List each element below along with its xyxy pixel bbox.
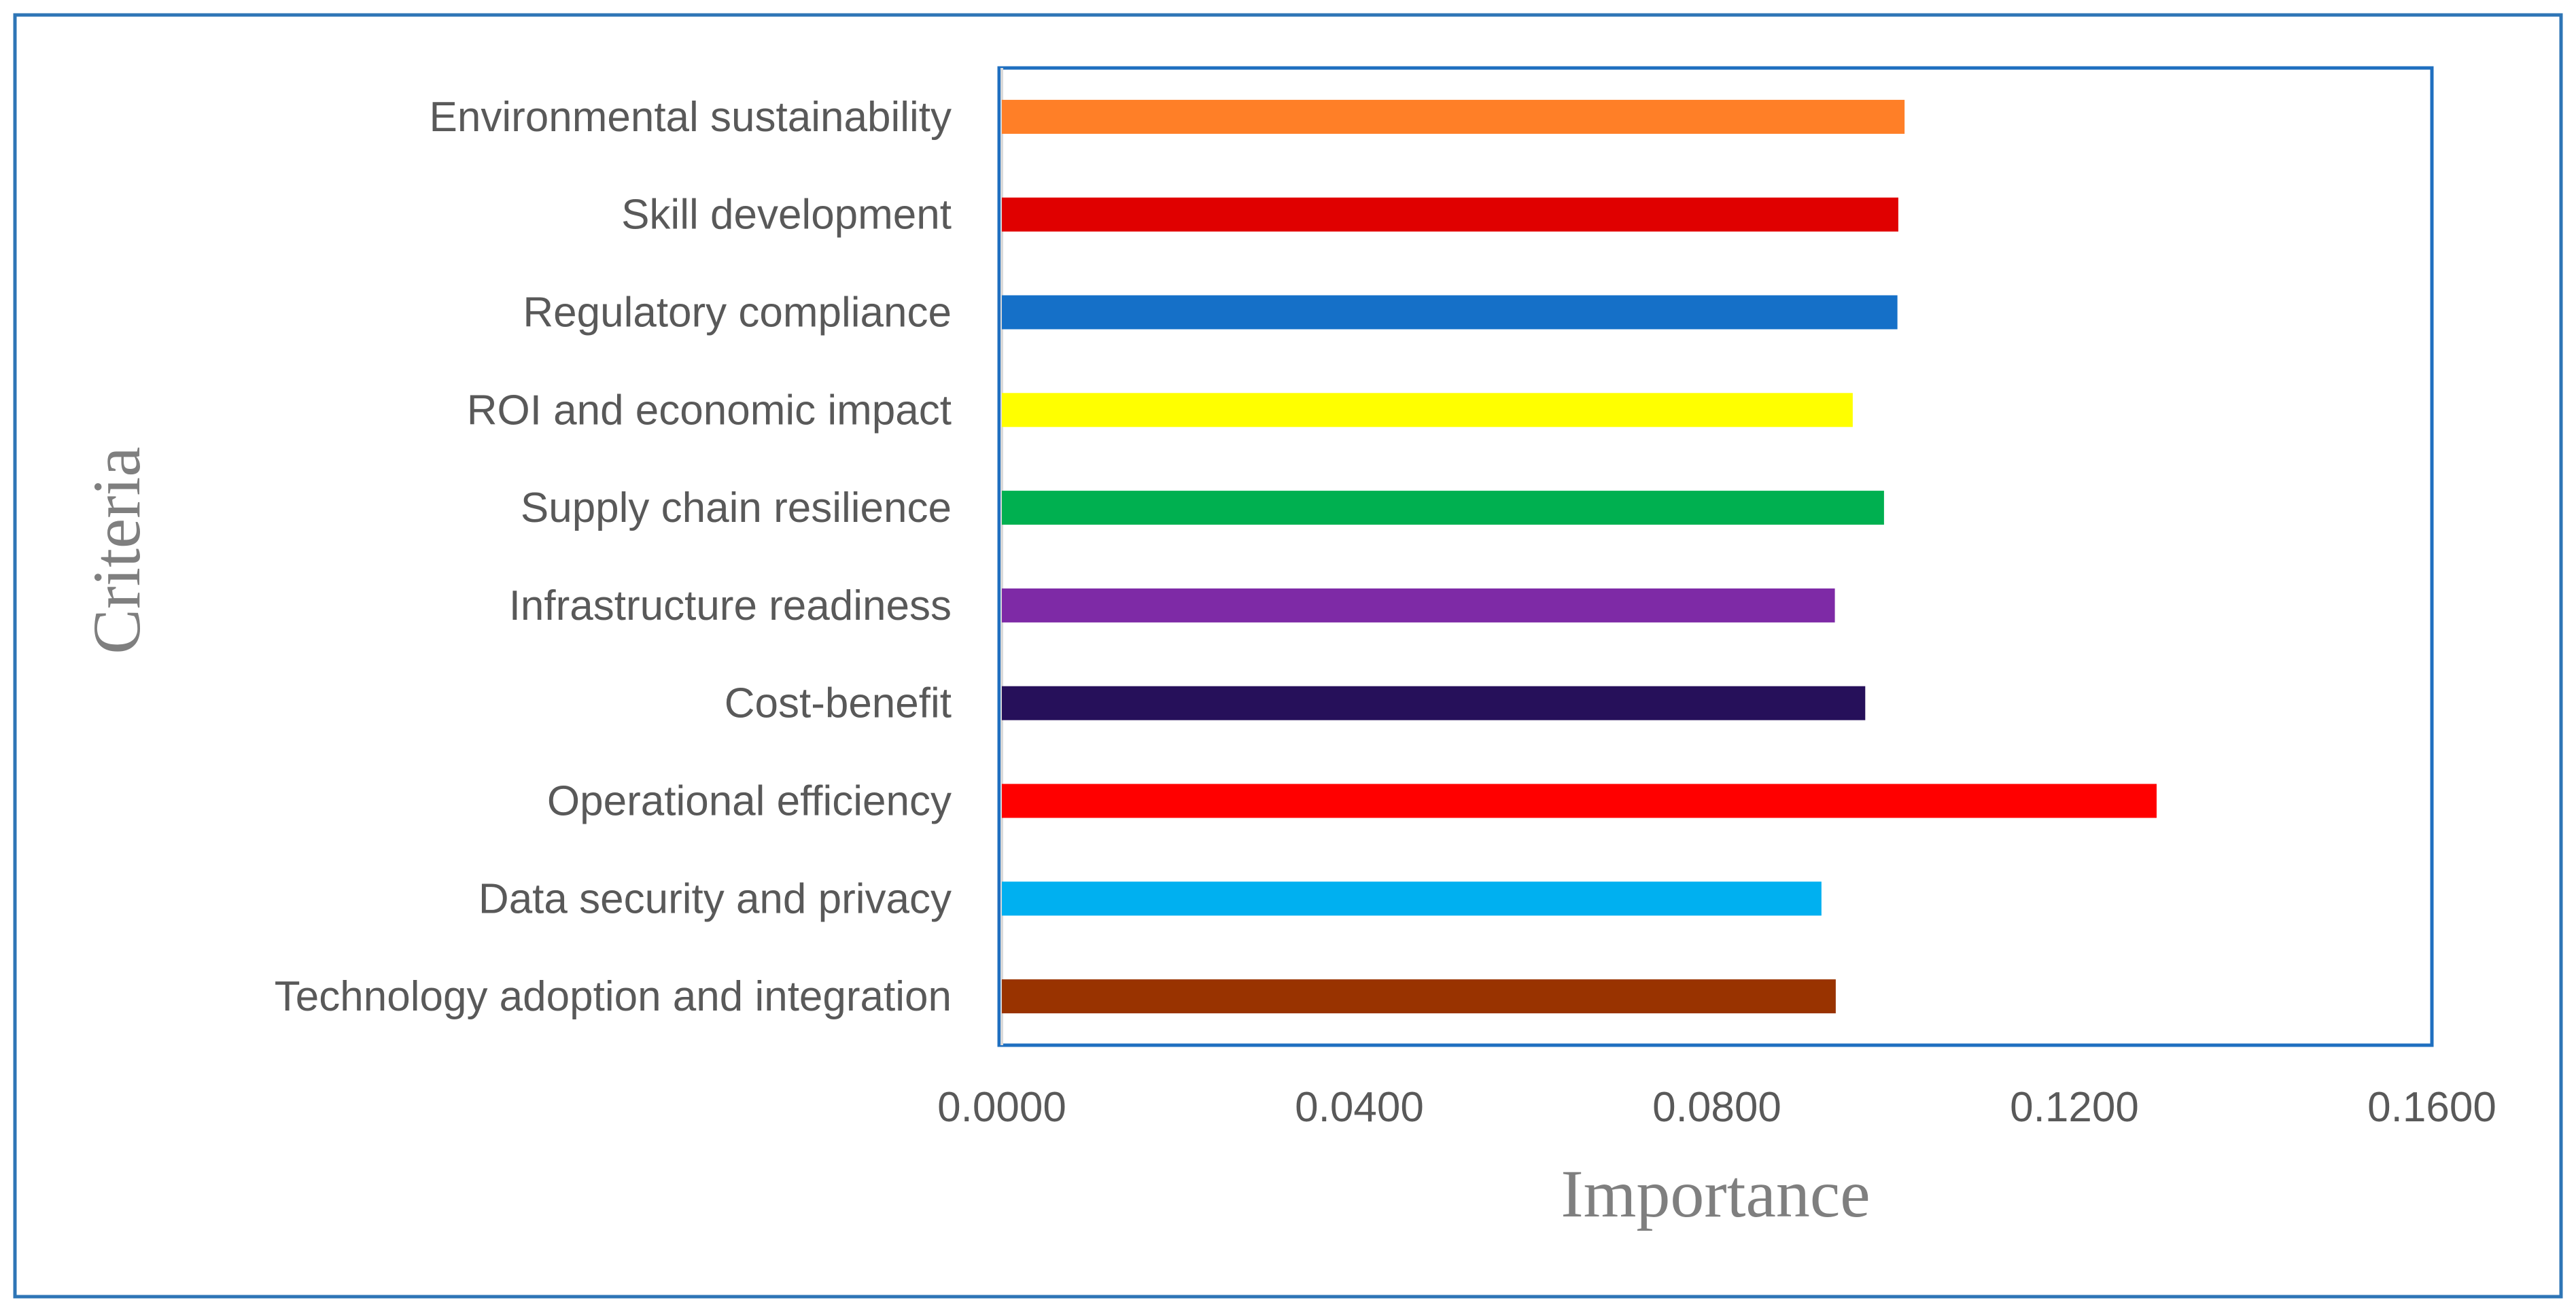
bar-9: [1002, 979, 1836, 1014]
bars-group: [1002, 99, 2157, 1014]
x-tick-label-1: 0.0400: [1295, 1084, 1424, 1131]
bar-2: [1002, 295, 1898, 330]
category-label-9: Technology adoption and integration: [275, 973, 952, 1020]
bar-5: [1002, 588, 1835, 623]
y-axis-title: Criteria: [79, 446, 154, 654]
bar-3: [1002, 393, 1853, 427]
x-tick-label-4: 0.1600: [2367, 1084, 2496, 1131]
bar-4: [1002, 491, 1884, 525]
bar-6: [1002, 686, 1866, 720]
bar-0: [1002, 99, 1905, 134]
x-tick-label-0: 0.0000: [937, 1084, 1066, 1131]
bar-1: [1002, 197, 1898, 232]
category-label-2: Regulatory compliance: [523, 290, 952, 336]
category-label-0: Environmental sustainability: [430, 94, 952, 141]
category-label-7: Operational efficiency: [547, 778, 952, 825]
x-axis-title: Importance: [1561, 1156, 1870, 1231]
bar-7: [1002, 784, 2157, 818]
category-label-8: Data security and privacy: [478, 875, 952, 922]
category-label-1: Skill development: [621, 192, 952, 239]
category-label-4: Supply chain resilience: [521, 485, 952, 531]
category-label-5: Infrastructure readiness: [509, 582, 952, 629]
x-tick-labels: 0.0000 0.0400 0.0800 0.1200 0.1600: [937, 1084, 2496, 1131]
category-label-3: ROI and economic impact: [467, 387, 952, 434]
x-tick-label-2: 0.0800: [1652, 1084, 1781, 1131]
category-label-6: Cost-benefit: [725, 680, 952, 727]
x-tick-label-3: 0.1200: [2010, 1084, 2139, 1131]
category-labels: Environmental sustainability Skill develo…: [275, 94, 952, 1020]
bar-8: [1002, 881, 1822, 916]
